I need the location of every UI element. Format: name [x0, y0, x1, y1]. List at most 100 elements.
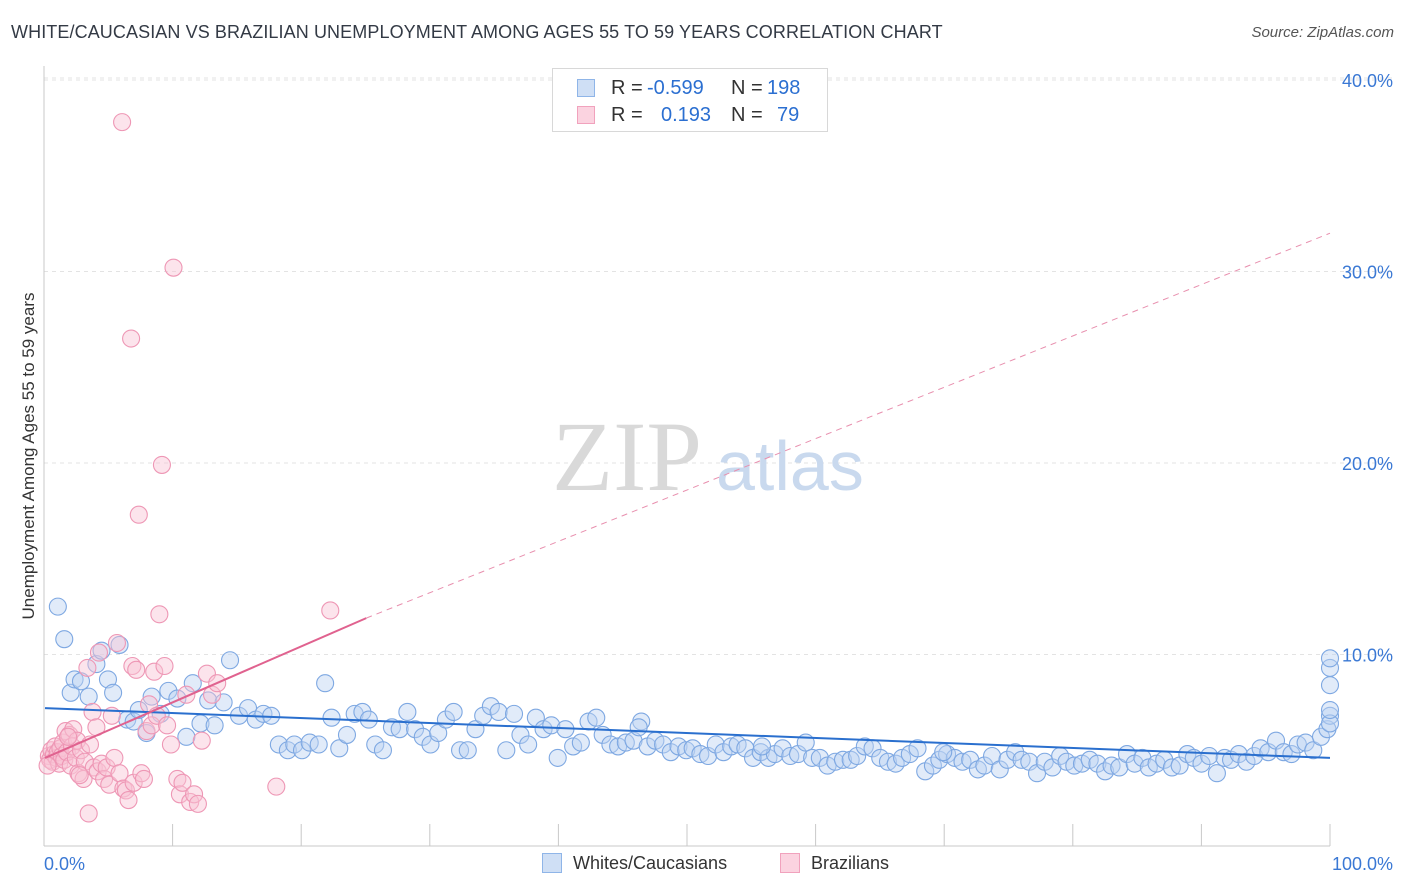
legend-n-label: N =	[731, 77, 763, 99]
bottom-legend-swatch-pink	[780, 853, 800, 873]
data-point	[1102, 756, 1121, 775]
data-point	[1282, 745, 1301, 764]
data-point	[781, 746, 800, 766]
data-point	[254, 704, 273, 723]
data-point	[104, 683, 123, 702]
data-point	[134, 769, 153, 789]
data-point	[161, 735, 180, 754]
data-point	[458, 741, 477, 760]
data-point	[519, 735, 538, 754]
data-point	[137, 722, 156, 741]
data-point	[444, 702, 463, 722]
watermark-zip: ZIP	[552, 401, 702, 512]
data-point	[390, 720, 409, 739]
data-point	[848, 746, 867, 766]
legend-r-label: R =	[611, 77, 643, 99]
legend-swatch-blue	[577, 79, 595, 97]
data-point	[292, 741, 312, 760]
data-point	[706, 735, 725, 754]
data-point	[677, 741, 696, 760]
data-point	[953, 752, 972, 771]
data-point	[321, 601, 340, 620]
data-point	[601, 735, 620, 754]
data-point	[398, 702, 417, 722]
data-point	[83, 702, 102, 722]
data-point	[114, 779, 133, 798]
legend-r-value: 0.193	[661, 104, 712, 126]
data-point	[1304, 741, 1323, 760]
data-point	[542, 716, 561, 735]
data-point	[150, 605, 169, 624]
data-point	[489, 702, 508, 722]
data-point	[1207, 764, 1226, 783]
data-point	[571, 733, 590, 752]
data-point	[110, 764, 129, 783]
data-point	[98, 670, 118, 689]
legend-r-value: -0.599	[647, 77, 704, 99]
data-point	[429, 723, 448, 743]
trend-line-brazilians-extended	[366, 232, 1331, 619]
data-point	[38, 756, 57, 775]
series-brazilians	[38, 113, 340, 823]
data-point	[107, 633, 127, 653]
y-tick-label: 40.0%	[1342, 71, 1393, 91]
data-point	[59, 727, 78, 746]
data-point	[934, 743, 953, 762]
data-point	[79, 687, 98, 706]
data-point	[92, 641, 111, 660]
data-point	[908, 739, 927, 758]
watermark-atlas: atlas	[716, 427, 864, 505]
data-point	[1088, 754, 1107, 773]
data-point	[87, 655, 106, 674]
x-tick-label: 0.0%	[44, 854, 85, 874]
data-point	[413, 727, 432, 746]
data-point	[982, 746, 1002, 766]
data-point	[406, 720, 425, 739]
data-point	[177, 727, 196, 746]
data-point	[122, 329, 141, 348]
legend-n-label: N =	[731, 104, 763, 126]
data-point	[1192, 754, 1211, 773]
trend-lines	[44, 232, 1331, 759]
watermark: ZIP atlas	[552, 401, 864, 512]
data-point	[70, 766, 89, 785]
data-point	[826, 752, 845, 771]
trend-line-whites	[44, 707, 1331, 759]
data-point	[1006, 743, 1025, 762]
data-point	[803, 748, 822, 767]
data-point	[170, 785, 189, 804]
data-point	[1320, 706, 1340, 725]
data-point	[164, 258, 183, 277]
data-point	[158, 716, 177, 735]
data-point	[129, 505, 148, 524]
data-point	[300, 733, 319, 752]
data-point	[587, 708, 606, 727]
data-point	[1311, 727, 1331, 746]
data-point	[691, 745, 710, 764]
data-point	[124, 773, 143, 792]
data-point	[105, 748, 124, 767]
data-point	[975, 756, 994, 775]
data-point	[152, 455, 171, 474]
correlation-legend: R = -0.599 N = 198 R = 0.193 N = 79	[552, 68, 828, 132]
y-tick-label: 10.0%	[1342, 646, 1393, 666]
data-point	[722, 737, 741, 756]
trend-line-brazilians	[44, 617, 367, 759]
data-point	[48, 597, 67, 616]
data-point	[752, 737, 772, 756]
data-point	[1320, 676, 1340, 695]
legend-n-value: 198	[767, 77, 801, 99]
chart-title: WHITE/CAUCASIAN VS BRAZILIAN UNEMPLOYMEN…	[11, 22, 943, 42]
data-point	[654, 735, 673, 754]
data-point	[145, 662, 164, 681]
data-point	[1320, 700, 1340, 720]
legend-swatch-pink	[577, 106, 595, 124]
data-point	[205, 716, 224, 735]
legend-n-value: 79	[777, 104, 800, 126]
data-point	[65, 670, 84, 689]
data-point	[220, 651, 240, 670]
data-point	[55, 630, 74, 649]
data-point	[155, 656, 174, 676]
data-point	[990, 760, 1009, 779]
